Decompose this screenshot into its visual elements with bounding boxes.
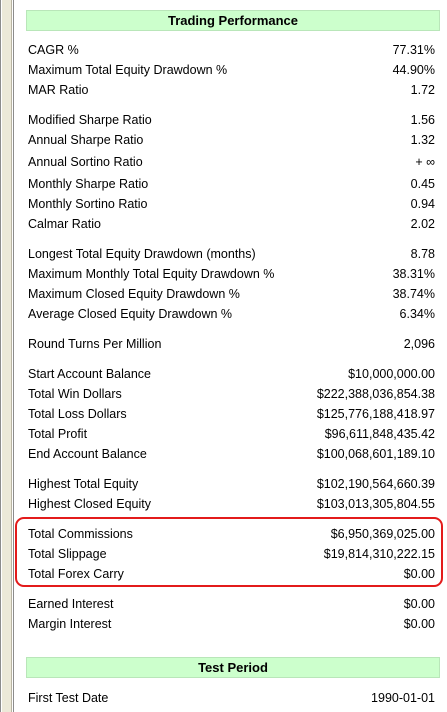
costs-highlight-box [15,517,443,587]
metric-row-annual-sharpe: Annual Sharpe Ratio 1.32 [28,130,435,150]
metric-label: Total Forex Carry [28,567,124,581]
metric-row-annual-sortino: Annual Sortino Ratio + ∞ [28,152,435,172]
metric-row-start-balance: Start Account Balance $10,000,000.00 [28,364,435,384]
metric-value: $6,950,369,025.00 [330,527,435,541]
metric-row-monthly-sortino: Monthly Sortino Ratio 0.94 [28,194,435,214]
metric-label: Total Win Dollars [28,387,122,401]
metric-value: 38.31% [392,267,435,281]
metric-value: 1.72 [410,83,435,97]
metric-value: 44.90% [392,63,435,77]
metric-value: $19,814,310,222.15 [323,547,435,561]
metric-value: $222,388,036,854.38 [316,387,435,401]
metric-value: $0.00 [403,597,435,611]
metric-row-avg-closed-drawdown: Average Closed Equity Drawdown % 6.34% [28,304,435,324]
metric-row-round-turns: Round Turns Per Million 2,096 [28,334,435,354]
metric-row-highest-total-equity: Highest Total Equity $102,190,564,660.39 [28,474,435,494]
metric-row-total-forex-carry: Total Forex Carry $0.00 [28,564,435,584]
metric-value: 2.02 [410,217,435,231]
metric-value: $100,068,601,189.10 [316,447,435,461]
report-panel: Trading Performance CAGR % 77.31% Maximum… [20,0,447,712]
metric-row-calmar: Calmar Ratio 2.02 [28,214,435,234]
metric-row-margin-interest: Margin Interest $0.00 [28,614,435,634]
metric-label: Modified Sharpe Ratio [28,113,152,127]
metric-label: Monthly Sortino Ratio [28,197,148,211]
metric-label: CAGR % [28,43,79,57]
metric-row-first-test-date: First Test Date 1990-01-01 [28,688,435,708]
metric-label: Average Closed Equity Drawdown % [28,307,233,321]
metric-label: Longest Total Equity Drawdown (months) [28,247,256,261]
metric-row-total-loss: Total Loss Dollars $125,776,188,418.97 [28,404,435,424]
metric-label: Calmar Ratio [28,217,101,231]
metric-row-total-win: Total Win Dollars $222,388,036,854.38 [28,384,435,404]
metric-label: End Account Balance [28,447,147,461]
metric-value: 38.74% [392,287,435,301]
metric-value: 1.56 [410,113,435,127]
metric-label: Margin Interest [28,617,112,631]
metric-label: Maximum Total Equity Drawdown % [28,63,228,77]
window-frame-fill [2,0,12,712]
metric-row-max-total-equity-drawdown: Maximum Total Equity Drawdown % 44.90% [28,60,435,80]
metric-value: $10,000,000.00 [348,367,435,381]
metric-value: 77.31% [392,43,435,57]
metric-value: $102,190,564,660.39 [316,477,435,491]
metric-label: Annual Sharpe Ratio [28,133,144,147]
metric-row-longest-drawdown: Longest Total Equity Drawdown (months) 8.… [28,244,435,264]
metric-label: Annual Sortino Ratio [28,155,143,169]
metric-value: 2,096 [403,337,435,351]
metric-row-max-closed-drawdown: Maximum Closed Equity Drawdown % 38.74% [28,284,435,304]
metric-label: Monthly Sharpe Ratio [28,177,149,191]
metric-value: 8.78 [410,247,435,261]
metric-value: 0.45 [410,177,435,191]
metric-row-mar-ratio: MAR Ratio 1.72 [28,80,435,100]
window-frame-left [0,0,1,712]
test-period-header: Test Period [26,657,440,678]
metric-row-cagr: CAGR % 77.31% [28,40,435,60]
metric-label: Highest Closed Equity [28,497,151,511]
metric-row-end-balance: End Account Balance $100,068,601,189.10 [28,444,435,464]
metric-row-modified-sharpe: Modified Sharpe Ratio 1.56 [28,110,435,130]
metric-value: 1.32 [410,133,435,147]
metric-label: MAR Ratio [28,83,89,97]
metric-label: Maximum Closed Equity Drawdown % [28,287,240,301]
metric-value: $0.00 [403,617,435,631]
metric-value: 0.94 [410,197,435,211]
metric-value: $0.00 [403,567,435,581]
metric-label: Total Commissions [28,527,133,541]
metric-value: $103,013,305,804.55 [316,497,435,511]
metric-value: 6.34% [399,307,435,321]
metric-row-highest-closed-equity: Highest Closed Equity $103,013,305,804.55 [28,494,435,514]
trading-performance-header: Trading Performance [26,10,440,31]
metric-row-total-slippage: Total Slippage $19,814,310,222.15 [28,544,435,564]
metric-row-total-profit: Total Profit $96,611,848,435.42 [28,424,435,444]
metric-label: Round Turns Per Million [28,337,162,351]
metric-value: + ∞ [415,155,435,169]
metric-label: First Test Date [28,691,109,705]
metric-value: 1990-01-01 [371,691,435,705]
metric-label: Start Account Balance [28,367,151,381]
metric-row-monthly-sharpe: Monthly Sharpe Ratio 0.45 [28,174,435,194]
metric-label: Highest Total Equity [28,477,139,491]
metric-label: Total Profit [28,427,88,441]
metric-value: $96,611,848,435.42 [324,427,435,441]
metric-label: Total Loss Dollars [28,407,127,421]
metric-label: Maximum Monthly Total Equity Drawdown % [28,267,275,281]
metric-row-max-monthly-drawdown: Maximum Monthly Total Equity Drawdown % 3… [28,264,435,284]
metric-label: Earned Interest [28,597,114,611]
metric-row-total-commissions: Total Commissions $6,950,369,025.00 [28,524,435,544]
splitter-bar[interactable] [13,0,14,712]
metric-row-earned-interest: Earned Interest $0.00 [28,594,435,614]
metric-label: Total Slippage [28,547,107,561]
metric-value: $125,776,188,418.97 [316,407,435,421]
